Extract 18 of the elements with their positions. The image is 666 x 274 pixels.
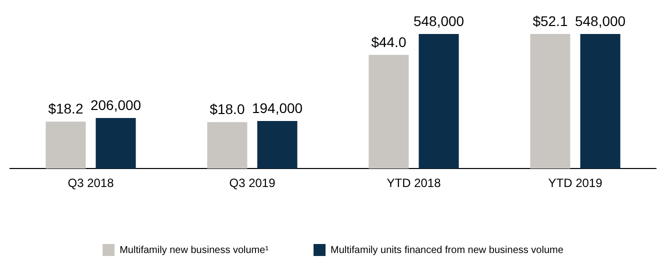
data-label: 548,000 — [574, 12, 626, 29]
data-label: $52.1 — [532, 12, 568, 29]
x-tick-label: Q3 2018 — [68, 176, 114, 190]
data-label: 548,000 — [413, 12, 464, 29]
data-label: $18.0 — [210, 100, 245, 117]
data-label: $18.2 — [48, 100, 84, 116]
bar — [530, 34, 570, 169]
x-tick-label: Q3 2019 — [229, 176, 276, 190]
x-tick-label: YTD 2019 — [548, 176, 603, 190]
legend-label: Multifamily new business volume¹ — [120, 244, 270, 256]
data-label: 194,000 — [252, 100, 303, 116]
bar — [368, 54, 409, 169]
data-label: 206,000 — [90, 96, 142, 113]
data-label: $44.0 — [371, 34, 406, 50]
bar — [207, 122, 248, 169]
legend-label: Multifamily units financed from new business volume — [330, 244, 564, 256]
bar — [46, 122, 86, 169]
x-tick-label: YTD 2018 — [386, 176, 442, 190]
